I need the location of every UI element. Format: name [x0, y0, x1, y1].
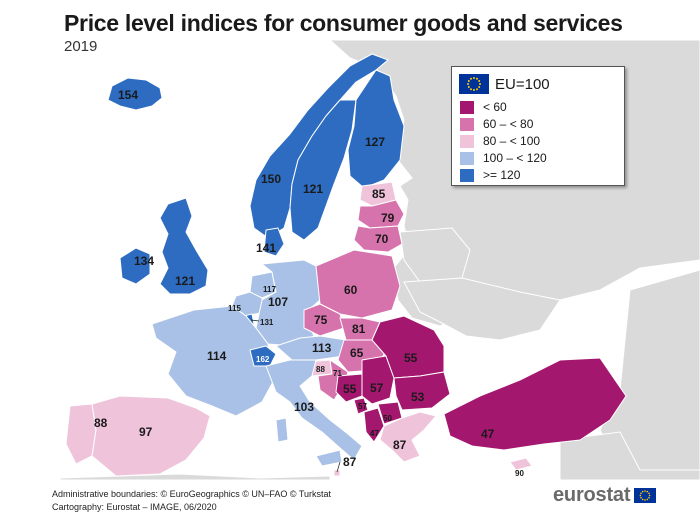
country-france	[151, 305, 275, 417]
leader-malta	[336, 461, 341, 473]
legend-row-80-100: 80 – < 100	[460, 134, 540, 148]
country-malta	[333, 469, 341, 477]
label-ireland: 134	[134, 254, 154, 268]
north-africa-region	[59, 473, 331, 481]
legend: EU=100 < 60 60 – < 80 80 – < 100 100 – <…	[451, 66, 625, 186]
eurostat-logo: eurostat	[553, 484, 657, 507]
country-sicily	[315, 449, 343, 467]
value-labels: 154 150 121 127 85 79 70 141 134 121 117…	[94, 88, 524, 478]
label-finland: 127	[365, 135, 385, 149]
country-sweden	[289, 99, 357, 241]
label-portugal: 88	[94, 416, 108, 430]
legend-row-gte120: >= 120	[460, 168, 520, 182]
label-netherlands: 117	[263, 285, 276, 294]
label-lithuania: 70	[375, 232, 389, 246]
legend-row-60-80: 60 – < 80	[460, 117, 533, 131]
country-greece	[379, 411, 437, 463]
country-denmark	[263, 227, 285, 257]
label-france: 114	[207, 349, 227, 363]
eu-stars-icon	[467, 77, 481, 91]
legend-row-100-120: 100 – < 120	[460, 151, 547, 165]
label-switzerland: 162	[256, 355, 270, 364]
country-spain	[91, 395, 211, 477]
label-albania: 47	[370, 429, 379, 438]
label-turkey: 47	[481, 427, 495, 441]
brand-name: eurostat	[553, 484, 631, 506]
legend-label: 60 – < 80	[483, 117, 534, 131]
country-netherlands	[249, 271, 277, 299]
label-spain: 97	[139, 425, 153, 439]
eu-stars-small-icon	[639, 490, 651, 501]
label-north-macedonia: 50	[383, 414, 392, 423]
label-latvia: 79	[381, 211, 395, 225]
label-iceland: 154	[118, 88, 138, 102]
legend-swatch	[460, 117, 474, 131]
label-denmark: 141	[256, 241, 276, 255]
label-bosnia: 55	[343, 382, 357, 396]
country-sardinia	[275, 417, 289, 443]
label-cyprus: 90	[515, 469, 524, 478]
label-czechia: 75	[314, 313, 328, 327]
label-belgium: 115	[228, 304, 241, 313]
country-bulgaria	[393, 371, 451, 411]
label-germany: 107	[268, 295, 288, 309]
leader-lines	[250, 319, 341, 473]
label-malta: 87	[343, 455, 357, 469]
country-albania	[363, 407, 385, 443]
credits-boundaries: Administrative boundaries: © EuroGeograp…	[52, 489, 332, 499]
country-iceland	[107, 77, 163, 111]
country-latvia	[357, 199, 405, 229]
label-croatia: 71	[333, 369, 342, 378]
levant-region	[559, 431, 700, 481]
label-luxembourg: 131	[260, 318, 274, 327]
country-united-kingdom	[159, 197, 209, 295]
ukraine-region	[403, 277, 561, 341]
country-cyprus	[509, 457, 533, 471]
label-estonia: 85	[372, 187, 386, 201]
country-lithuania	[353, 225, 403, 253]
legend-label: 100 – < 120	[483, 151, 547, 165]
label-hungary: 65	[350, 346, 364, 360]
legend-label: >= 120	[483, 168, 521, 182]
country-turkey	[443, 357, 627, 451]
credits: Administrative boundaries: © EuroGeograp…	[52, 488, 331, 514]
eu-flag-small-icon	[634, 488, 657, 503]
label-poland: 60	[344, 283, 358, 297]
label-bulgaria: 53	[411, 390, 425, 404]
label-serbia: 57	[370, 381, 384, 395]
label-slovakia: 81	[352, 322, 366, 336]
legend-swatch	[460, 134, 474, 148]
map-year: 2019	[64, 38, 98, 55]
country-italy	[265, 359, 363, 461]
country-finland	[347, 69, 405, 189]
label-sweden: 121	[303, 182, 323, 196]
legend-header: EU=100	[459, 74, 550, 94]
legend-swatch	[460, 100, 474, 114]
map-title: Price level indices for consumer goods a…	[64, 10, 623, 36]
legend-swatch	[460, 151, 474, 165]
label-united-kingdom: 121	[175, 274, 195, 288]
country-portugal	[65, 403, 97, 465]
label-romania: 55	[404, 351, 418, 365]
country-switzerland	[249, 345, 277, 367]
legend-row-lt60: < 60	[460, 100, 507, 114]
eu-flag-icon	[459, 74, 489, 94]
label-austria: 113	[312, 341, 332, 355]
label-italy: 103	[294, 400, 314, 414]
label-greece: 87	[393, 438, 407, 452]
legend-label: < 60	[483, 100, 507, 114]
label-montenegro: 57	[358, 402, 367, 411]
legend-title: EU=100	[495, 75, 550, 93]
label-norway: 150	[261, 172, 281, 186]
legend-swatch	[460, 168, 474, 182]
country-croatia	[317, 359, 349, 401]
country-ireland	[119, 247, 151, 285]
leader-luxembourg	[250, 319, 260, 322]
country-montenegro	[353, 397, 369, 415]
credits-cartography: Cartography: Eurostat – IMAGE, 06/2020	[52, 502, 217, 512]
country-bosnia	[335, 373, 363, 403]
legend-label: 80 – < 100	[483, 134, 541, 148]
label-slovenia: 88	[316, 365, 325, 374]
